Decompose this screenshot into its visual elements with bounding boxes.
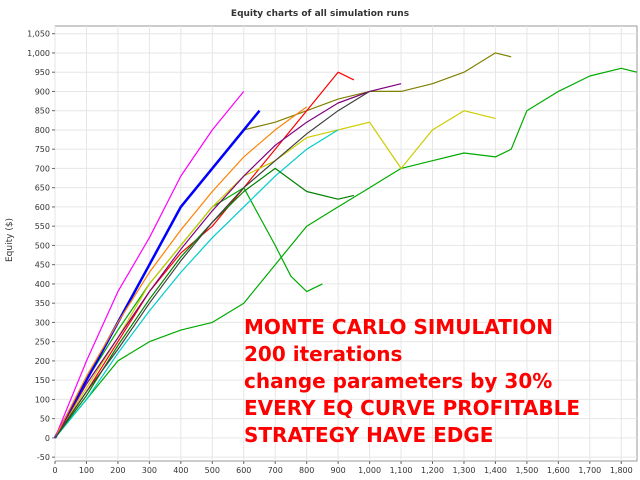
y-tick-label: 100 [35,395,50,404]
x-tick-label: 1,200 [421,466,444,475]
y-tick-label: 800 [35,126,50,135]
y-axis-ticks: -50 0 50 100 150 200 250 300 350 400 450 500 550 600 6… [27,30,55,462]
x-tick-label: 800 [299,466,314,475]
x-tick-label: 200 [110,466,125,475]
series-group [53,52,638,439]
annotation-line-1: MONTE CARLO SIMULATION [244,315,553,339]
series-line [54,90,370,439]
y-tick-label: 850 [35,107,50,116]
x-tick-label: 500 [205,466,220,475]
chart-title: Equity charts of all simulation runs [230,9,410,19]
y-tick-label: 600 [35,203,50,212]
x-tick-label: 1,800 [610,466,633,475]
x-tick-label: 0 [52,466,57,475]
y-tick-label: 150 [35,376,50,385]
series-line [54,71,355,439]
annotation-line-3: change parameters by 30% [244,369,553,393]
plot-area [54,25,638,462]
x-tick-label: 100 [79,466,94,475]
x-tick-label: 1,400 [484,466,507,475]
x-tick-label: 900 [330,466,345,475]
y-tick-label: 1,050 [27,30,50,39]
y-tick-label: 900 [35,87,50,96]
y-tick-label: 1,000 [27,49,50,58]
series-line [54,83,402,439]
y-tick-label: 350 [35,299,50,308]
x-tick-label: 700 [268,466,283,475]
y-tick-label: 750 [35,145,50,154]
series-line [53,109,261,439]
y-tick-label: 300 [35,318,50,327]
x-axis-ticks: 0 100 200 300 400 500 600 700 800 900 1,000 1,100 1,… [52,461,633,475]
x-tick-label: 400 [173,466,188,475]
y-tick-label: 500 [35,241,50,250]
annotation-line-4: EVERY EQ CURVE PROFITABLE [244,396,580,420]
y-tick-label: 200 [35,357,50,366]
y-tick-label: 0 [45,434,50,443]
x-tick-label: 1,700 [578,466,601,475]
y-tick-label: 450 [35,261,50,270]
x-tick-label: 1,500 [515,466,538,475]
y-tick-label: 700 [35,164,50,173]
x-tick-label: 1,000 [358,466,381,475]
annotation-line-2: 200 iterations [244,342,403,366]
x-tick-label: 1,600 [547,466,570,475]
x-tick-label: 1,100 [390,466,413,475]
series-line [54,129,339,439]
x-tick-label: 1,300 [453,466,476,475]
x-tick-label: 600 [236,466,251,475]
y-tick-label: -50 [37,453,50,462]
y-tick-label: 50 [40,415,50,424]
annotation-overlay: MONTE CARLO SIMULATION 200 iterations ch… [244,314,580,449]
y-tick-label: 400 [35,280,50,289]
y-tick-label: 950 [35,68,50,77]
annotation-line-5: STRATEGY HAVE EDGE [244,423,494,447]
series-line [54,91,245,439]
series-line [54,67,638,439]
y-tick-label: 250 [35,338,50,347]
y-tick-label: 650 [35,184,50,193]
series-line [54,106,308,439]
y-tick-label: 550 [35,222,50,231]
x-tick-label: 300 [142,466,157,475]
